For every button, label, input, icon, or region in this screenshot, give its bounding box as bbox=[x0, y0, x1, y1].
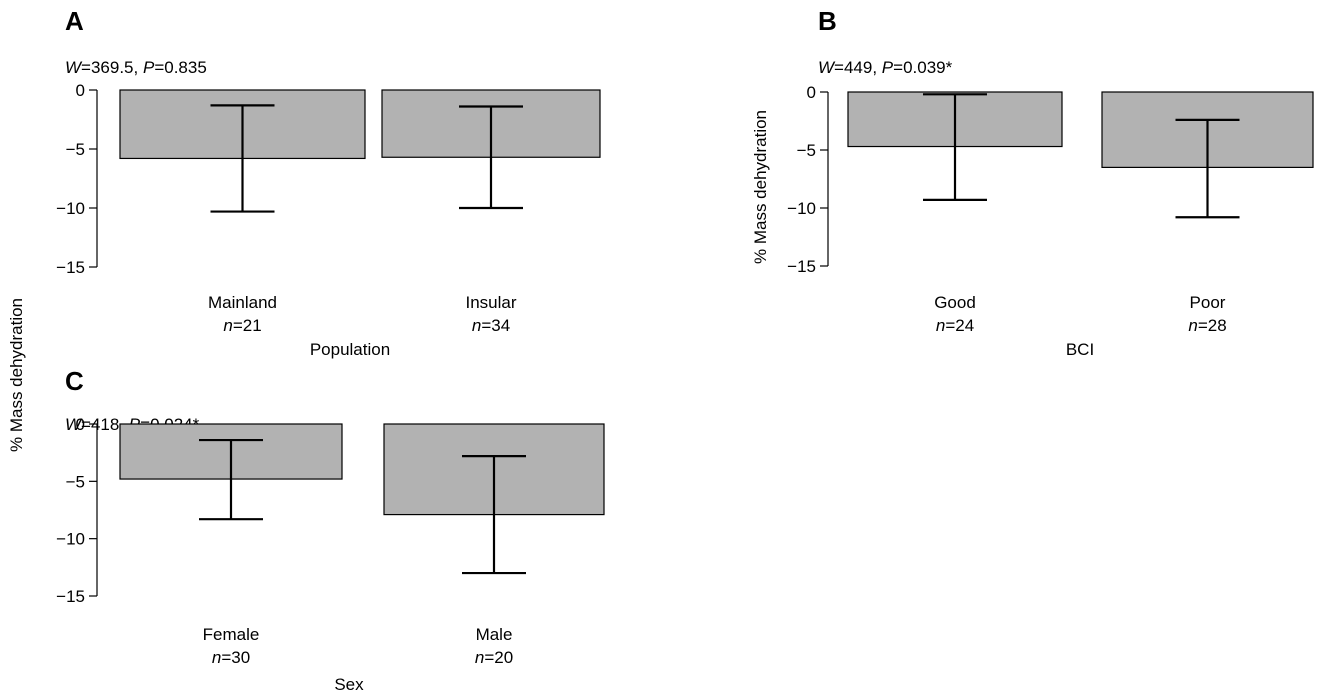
panel-a-n-value: =34 bbox=[481, 316, 510, 335]
panel-c-tick-label: −5 bbox=[66, 472, 85, 491]
panel-c-tick-label: −10 bbox=[56, 530, 85, 549]
panel-c-n-value: =20 bbox=[484, 648, 513, 667]
panel-b-n-value: =24 bbox=[945, 316, 974, 335]
panel-c-tick-label: 0 bbox=[76, 415, 85, 434]
panel-c-n-symbol: n bbox=[475, 648, 484, 667]
panel-c-stat-w-value: =418, bbox=[81, 415, 129, 434]
panel-b: BW=449, P=0.039*0−5−10−15Goodn=24Poorn=2… bbox=[787, 6, 1314, 359]
panel-c-n-value: =30 bbox=[221, 648, 250, 667]
panel-b-n-label: n=24 bbox=[936, 316, 974, 335]
panel-c: CW=418, P=0.024*0−5−10−15Femalen=30Malen… bbox=[56, 366, 605, 694]
panel-b-tick-label: 0 bbox=[807, 83, 816, 102]
panel-a-category-label: Mainland bbox=[208, 293, 277, 312]
panel-a-stat-p-value: =0.835 bbox=[154, 58, 206, 77]
panel-b-stat-w-value: =449, bbox=[834, 58, 882, 77]
panel-a-stat-p-symbol: P bbox=[143, 58, 155, 77]
panel-b-n-symbol: n bbox=[1188, 316, 1197, 335]
panel-a-letter: A bbox=[65, 6, 84, 36]
panel-b-n-symbol: n bbox=[936, 316, 945, 335]
panel-c-n-label: n=20 bbox=[475, 648, 513, 667]
panel-a-tick-label: −15 bbox=[56, 258, 85, 277]
panel-c-category-label: Female bbox=[203, 625, 260, 644]
panel-b-category-label: Good bbox=[934, 293, 976, 312]
y-axis-title-panel-b: % Mass dehydration bbox=[751, 110, 770, 264]
panel-b-stat: W=449, P=0.039* bbox=[818, 58, 953, 77]
panel-a-n-label: n=34 bbox=[472, 316, 510, 335]
panel-c-stat-w-symbol: W bbox=[65, 415, 83, 434]
panel-b-stat-p-symbol: P bbox=[882, 58, 894, 77]
panel-a: AW=369.5, P=0.8350−5−10−15Mainlandn=21In… bbox=[56, 6, 601, 359]
panel-a-n-symbol: n bbox=[472, 316, 481, 335]
panel-b-tick-label: −10 bbox=[787, 199, 816, 218]
panel-c-x-axis-title: Sex bbox=[334, 675, 364, 694]
panel-c-category-label: Male bbox=[476, 625, 513, 644]
panel-c-n-symbol: n bbox=[212, 648, 221, 667]
y-axis-title: % Mass dehydration bbox=[7, 298, 26, 452]
panel-c-letter: C bbox=[65, 366, 84, 396]
panel-c-tick-label: −15 bbox=[56, 587, 85, 606]
panel-b-n-value: =28 bbox=[1198, 316, 1227, 335]
panel-b-stat-w-symbol: W bbox=[818, 58, 836, 77]
panel-a-tick-label: −5 bbox=[66, 140, 85, 159]
panel-a-tick-label: 0 bbox=[76, 81, 85, 100]
panel-a-stat-w-symbol: W bbox=[65, 58, 83, 77]
panel-a-stat-w-value: =369.5, bbox=[81, 58, 143, 77]
panel-b-stat-p-value: =0.039* bbox=[893, 58, 952, 77]
panel-a-x-axis-title: Population bbox=[310, 340, 390, 359]
panel-c-n-label: n=30 bbox=[212, 648, 250, 667]
panel-a-category-label: Insular bbox=[465, 293, 516, 312]
panel-a-n-symbol: n bbox=[223, 316, 232, 335]
panel-a-stat: W=369.5, P=0.835 bbox=[65, 58, 207, 77]
panel-a-tick-label: −10 bbox=[56, 199, 85, 218]
panel-b-letter: B bbox=[818, 6, 837, 36]
panel-a-n-label: n=21 bbox=[223, 316, 261, 335]
panel-b-category-label: Poor bbox=[1190, 293, 1226, 312]
panel-b-tick-label: −15 bbox=[787, 257, 816, 276]
panel-a-n-value: =21 bbox=[233, 316, 262, 335]
panel-b-n-label: n=28 bbox=[1188, 316, 1226, 335]
panel-b-tick-label: −5 bbox=[797, 141, 816, 160]
panel-b-x-axis-title: BCI bbox=[1066, 340, 1094, 359]
